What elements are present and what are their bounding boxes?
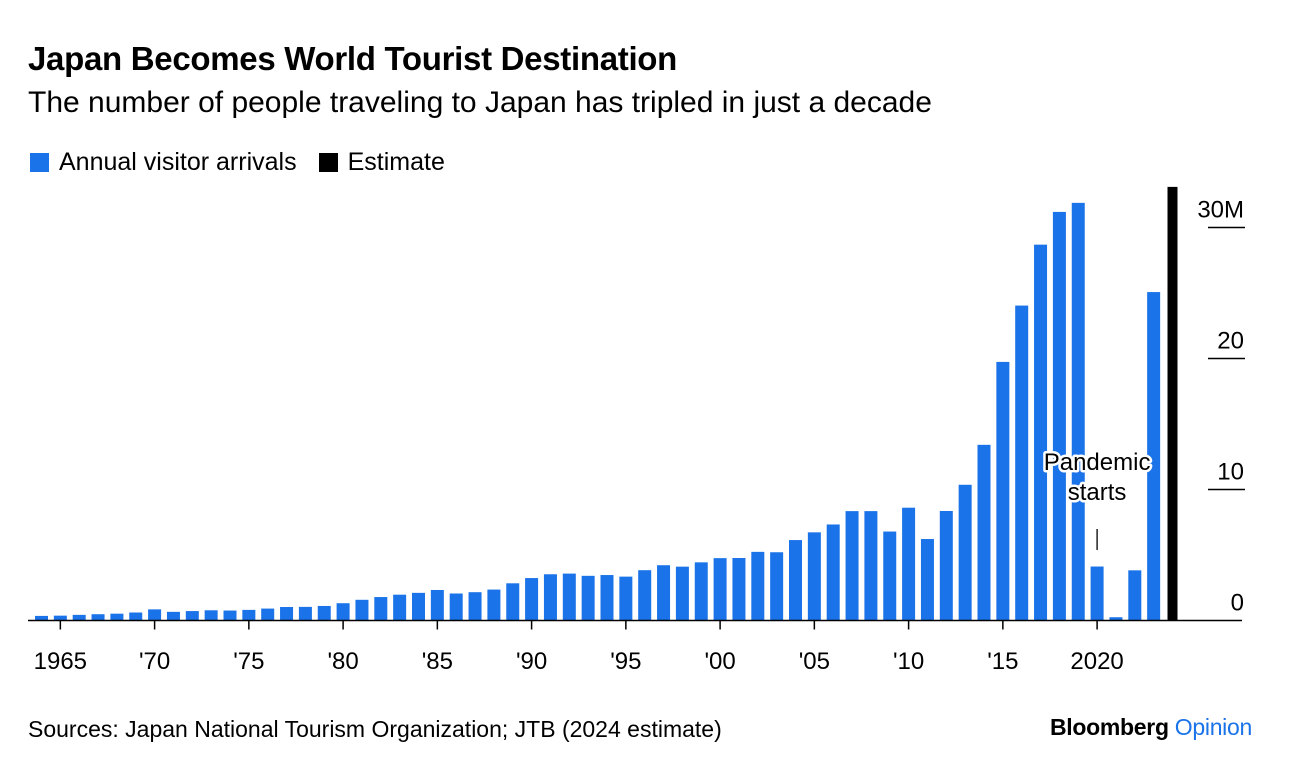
legend-swatch-estimate xyxy=(318,153,338,172)
bar-1988 xyxy=(487,589,501,621)
bar-2003 xyxy=(770,552,784,621)
legend-label-estimate: Estimate xyxy=(347,148,445,176)
x-tick-label-1975: '75 xyxy=(233,648,264,675)
bar-1995 xyxy=(619,576,633,621)
bar-1981 xyxy=(355,599,369,621)
bar-2008 xyxy=(864,511,878,621)
x-tick-label-1985: '85 xyxy=(422,648,453,675)
x-tick-label-2015: '15 xyxy=(987,648,1018,675)
bar-2013 xyxy=(958,484,972,621)
legend-swatch-visitors xyxy=(30,153,49,172)
legend-label-visitors: Annual visitor arrivals xyxy=(59,148,297,176)
chart-subtitle: The number of people traveling to Japan … xyxy=(28,86,932,119)
legend-item-visitors: Annual visitor arrivals xyxy=(30,148,297,177)
bar-2000 xyxy=(713,558,727,621)
bar-2001 xyxy=(732,558,746,621)
bar-1992 xyxy=(562,573,576,621)
bar-2022 xyxy=(1128,570,1142,621)
chart-legend: Annual visitor arrivals Estimate xyxy=(30,148,467,177)
bar-1966 xyxy=(72,614,86,621)
x-tick-label-1965: 1965 xyxy=(34,648,87,675)
x-tick-label-2010: '10 xyxy=(893,648,924,675)
y-tick-label-0: 0 xyxy=(1231,590,1244,617)
bar-1970 xyxy=(148,609,162,621)
bar-2004 xyxy=(789,540,802,621)
x-tick-label-2020: 2020 xyxy=(1070,648,1123,675)
bar-1983 xyxy=(393,594,407,621)
bar-1980 xyxy=(336,603,350,621)
bar-1990 xyxy=(525,578,539,621)
annotation-pandemic: Pandemic starts xyxy=(1044,449,1151,506)
bar-1965 xyxy=(53,615,67,621)
bar-2002 xyxy=(751,551,765,621)
bar-estimate-2024 xyxy=(1167,186,1178,621)
bar-2007 xyxy=(845,511,859,621)
bar-2020 xyxy=(1090,566,1104,621)
x-tick-label-2000: '00 xyxy=(704,648,735,675)
bar-1997 xyxy=(657,565,671,621)
bar-1968 xyxy=(110,613,124,621)
bar-2021 xyxy=(1109,617,1123,621)
bar-1994 xyxy=(600,575,614,621)
bar-1979 xyxy=(317,605,331,621)
bar-1971 xyxy=(166,611,180,621)
annotation-line-1: starts xyxy=(1068,479,1127,506)
bar-2018 xyxy=(1052,211,1066,621)
bar-2005 xyxy=(807,532,821,621)
bar-1964 xyxy=(35,615,48,621)
x-tick-label-1970: '70 xyxy=(139,648,170,675)
bar-2023 xyxy=(1147,292,1161,621)
bar-1986 xyxy=(449,593,463,621)
bar-2019 xyxy=(1071,202,1085,621)
bar-1973 xyxy=(204,610,218,621)
bar-1985 xyxy=(430,589,444,621)
chart-title: Japan Becomes World Tourist Destination xyxy=(28,40,678,77)
bar-1974 xyxy=(223,610,237,621)
annotation-line-0: Pandemic xyxy=(1044,449,1151,476)
x-tick-label-1995: '95 xyxy=(610,648,641,675)
legend-item-estimate: Estimate xyxy=(318,148,445,177)
bar-1975 xyxy=(242,609,256,621)
bar-2012 xyxy=(939,510,953,621)
bar-2017 xyxy=(1034,244,1048,621)
x-tick-label-2005: '05 xyxy=(799,648,830,675)
bar-1996 xyxy=(638,570,652,621)
bar-1978 xyxy=(298,606,312,621)
bar-1993 xyxy=(581,575,595,621)
bar-1972 xyxy=(185,611,199,621)
bar-1991 xyxy=(543,574,557,621)
brand-logo: Bloomberg Opinion xyxy=(1050,714,1252,741)
y-tick-label-30: 30M xyxy=(1197,197,1244,224)
bar-1989 xyxy=(506,583,520,621)
bar-1999 xyxy=(694,562,708,621)
bar-1982 xyxy=(374,597,388,621)
bar-2009 xyxy=(883,531,897,621)
bar-1977 xyxy=(280,607,294,621)
bar-1969 xyxy=(129,612,143,621)
bar-1998 xyxy=(675,566,689,621)
bar-1987 xyxy=(468,592,482,621)
bar-2015 xyxy=(996,361,1010,621)
y-tick-label-10: 10 xyxy=(1217,459,1244,486)
bar-2016 xyxy=(1015,305,1029,621)
brand-name: Bloomberg xyxy=(1050,714,1169,740)
bar-2010 xyxy=(902,507,916,621)
bar-1967 xyxy=(91,614,105,621)
y-tick-label-20: 20 xyxy=(1217,328,1244,355)
x-tick-label-1980: '80 xyxy=(327,648,358,675)
brand-suffix: Opinion xyxy=(1174,714,1252,740)
bar-2014 xyxy=(977,444,991,621)
bar-1976 xyxy=(261,608,275,621)
source-note: Sources: Japan National Tourism Organiza… xyxy=(28,716,722,742)
bar-2011 xyxy=(920,539,934,621)
bar-1984 xyxy=(412,592,425,621)
bar-2006 xyxy=(826,524,840,621)
x-tick-label-1990: '90 xyxy=(516,648,547,675)
